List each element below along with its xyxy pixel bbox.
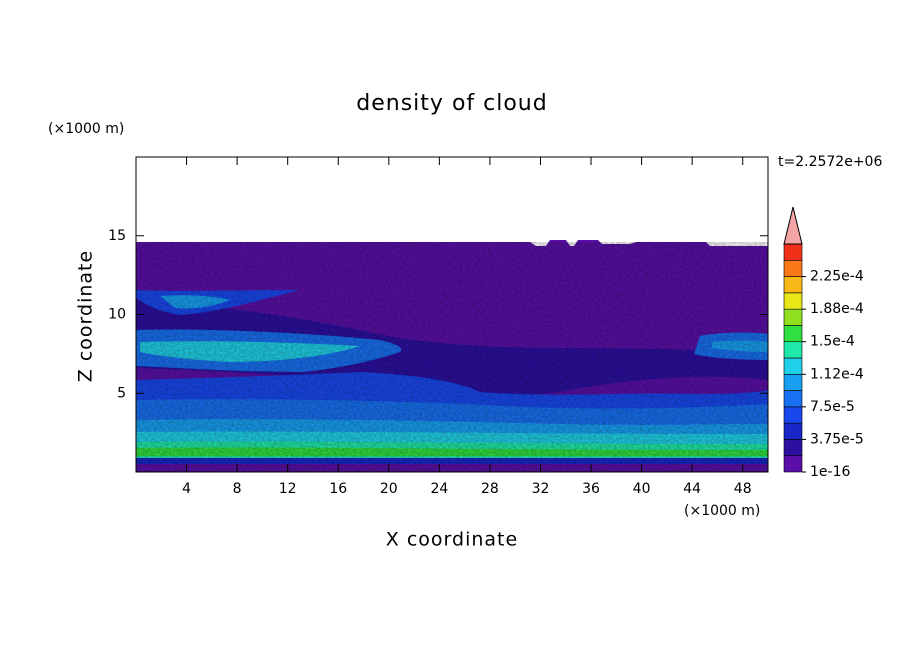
y-unit: (×1000 m) bbox=[48, 121, 124, 137]
x-tick-label: 36 bbox=[582, 481, 600, 497]
colorbar-box bbox=[783, 325, 803, 343]
colorbar-box bbox=[783, 341, 803, 359]
colorbar-box bbox=[783, 259, 803, 277]
colorbar-tick-label: 2.25e-4 bbox=[810, 269, 864, 285]
colorbar-box bbox=[783, 406, 803, 424]
colorbar-box bbox=[783, 439, 803, 457]
colorbar-box bbox=[783, 357, 803, 375]
x-tick-label: 44 bbox=[683, 481, 701, 497]
y-tick-label: 5 bbox=[117, 385, 126, 401]
x-tick-label: 4 bbox=[182, 481, 191, 497]
colorbar-box bbox=[783, 292, 803, 310]
field-texture bbox=[136, 242, 768, 472]
contour-field bbox=[136, 240, 768, 472]
colorbar-box bbox=[783, 373, 803, 391]
time-annotation: t=2.2572e+06 bbox=[778, 154, 882, 170]
colorbar-box bbox=[783, 455, 803, 473]
colorbar-tick-label: 7.5e-5 bbox=[810, 399, 855, 415]
colorbar-tick-label: 1e-16 bbox=[810, 464, 850, 480]
y-tick-label: 10 bbox=[108, 307, 126, 323]
x-tick-label: 20 bbox=[380, 481, 398, 497]
colorbar-tick-label: 1.12e-4 bbox=[810, 366, 864, 382]
colorbar-box bbox=[783, 243, 803, 261]
x-tick-label: 12 bbox=[279, 481, 297, 497]
chart-title: density of cloud bbox=[356, 91, 547, 116]
y-axis-label: Z coordinate bbox=[75, 250, 97, 382]
x-tick-label: 16 bbox=[329, 481, 347, 497]
colorbar-box bbox=[783, 276, 803, 294]
colorbar-tick-label: 3.75e-5 bbox=[810, 431, 864, 447]
x-tick-label: 48 bbox=[734, 481, 752, 497]
x-tick-label: 28 bbox=[481, 481, 499, 497]
x-tick-label: 24 bbox=[430, 481, 448, 497]
x-tick-label: 40 bbox=[633, 481, 651, 497]
x-tick-label: 8 bbox=[233, 481, 242, 497]
x-axis-label: X coordinate bbox=[386, 529, 518, 551]
colorbar-extend bbox=[783, 206, 803, 245]
colorbar-box bbox=[783, 308, 803, 326]
y-tick-label: 15 bbox=[108, 228, 126, 244]
colorbar-tick-label: 1.88e-4 bbox=[810, 301, 864, 317]
colorbar-box bbox=[783, 422, 803, 440]
colorbar-box bbox=[783, 390, 803, 408]
x-tick-label: 32 bbox=[532, 481, 550, 497]
colorbar-tick-label: 1.5e-4 bbox=[810, 334, 855, 350]
x-unit: (×1000 m) bbox=[684, 503, 760, 519]
